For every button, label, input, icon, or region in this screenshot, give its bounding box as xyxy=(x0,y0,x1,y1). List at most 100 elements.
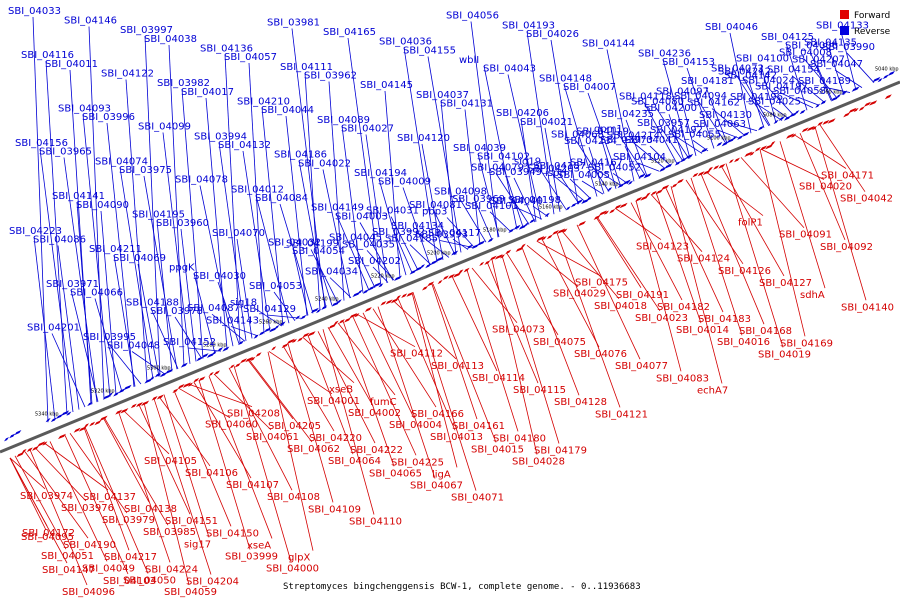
forward-connector xyxy=(759,149,806,337)
reverse-gene-label: SBI_04153 xyxy=(662,57,715,68)
forward-connector xyxy=(362,312,415,419)
reverse-connector xyxy=(168,44,185,367)
reverse-gene-arrow xyxy=(565,206,571,211)
forward-gene-arrow xyxy=(650,190,657,196)
reverse-gene-arrow xyxy=(238,340,244,346)
forward-connector xyxy=(471,267,518,323)
reverse-gene-arrow xyxy=(721,141,729,147)
forward-gene-arrow xyxy=(728,159,734,164)
forward-connector xyxy=(655,192,702,324)
forward-gene-arrow xyxy=(198,376,206,382)
reverse-gene-label: SBI_04165 xyxy=(323,27,376,38)
reverse-gene-arrow xyxy=(872,76,881,83)
reverse-connector xyxy=(366,250,395,281)
reverse-connector xyxy=(156,220,173,372)
reverse-gene-arrow xyxy=(373,282,382,288)
reverse-gene-label: SBI_04045 xyxy=(329,233,382,244)
forward-gene-arrow xyxy=(884,94,892,100)
forward-connector xyxy=(431,284,478,420)
forward-connector xyxy=(188,383,253,408)
reverse-connector xyxy=(100,210,117,395)
reverse-gene-arrow xyxy=(617,183,625,189)
reverse-connector xyxy=(446,217,475,248)
forward-gene-arrow xyxy=(692,172,699,178)
reverse-gene-arrow xyxy=(300,314,307,320)
reverse-gene-arrow xyxy=(425,263,432,269)
reverse-gene-label: SBI_04202 xyxy=(348,256,401,267)
forward-connector xyxy=(506,253,559,336)
reverse-gene-label: SBI_04099 xyxy=(138,122,191,133)
forward-connector xyxy=(213,373,272,431)
reverse-gene-label: SBI_04080 xyxy=(631,97,684,108)
reverse-connector xyxy=(39,148,74,413)
reverse-gene-label: SBI_04142 xyxy=(724,70,777,81)
forward-gene-arrow xyxy=(78,426,87,432)
forward-connector xyxy=(432,283,497,443)
forward-gene-arrow xyxy=(16,451,25,458)
reverse-connector xyxy=(625,119,648,177)
reverse-gene-arrow xyxy=(378,283,384,288)
reverse-gene-label: SBI_04212 xyxy=(718,67,771,78)
reverse-gene-label: SBI_04081 xyxy=(409,200,462,211)
reverse-gene-label: SBI_03990 xyxy=(822,42,875,53)
forward-gene-arrow xyxy=(99,415,108,422)
reverse-connector xyxy=(661,128,684,162)
kbp-tick-label: 5280 kbp xyxy=(203,343,227,349)
reverse-connector xyxy=(76,201,93,405)
reverse-gene-label: SBI_04025 xyxy=(748,96,801,107)
reverse-gene-label: SBI_04136 xyxy=(200,44,253,55)
reverse-gene-arrow xyxy=(201,353,209,359)
reverse-gene-arrow xyxy=(758,125,764,131)
forward-connector xyxy=(138,404,191,515)
reverse-gene-label: SBI_03978 xyxy=(150,306,203,317)
forward-gene-arrow xyxy=(177,383,185,389)
forward-gene-label: SBI_04166 xyxy=(411,409,464,420)
forward-connector xyxy=(352,316,417,456)
forward-gene-label: SBI_03976 xyxy=(61,503,114,514)
reverse-gene-label: SBI_04005 xyxy=(557,170,610,181)
forward-gene-label: SBI_04114 xyxy=(472,373,525,384)
reverse-gene-label: SBI_04097 xyxy=(656,86,709,97)
kbp-tick-label: 5300 kbp xyxy=(147,366,171,372)
reverse-gene-arrow xyxy=(513,224,521,230)
forward-gene-arrow xyxy=(702,169,711,176)
reverse-gene-label: SBI_04194 xyxy=(354,168,407,179)
forward-connector xyxy=(268,351,333,395)
reverse-gene-arrow xyxy=(477,240,486,246)
reverse-gene-label: SBI_04154 xyxy=(767,65,820,76)
reverse-gene-label: SBI_04063 xyxy=(693,119,746,130)
reverse-gene-label: SBI_04214 xyxy=(607,130,660,141)
reverse-gene-arrow xyxy=(149,376,155,381)
forward-connector xyxy=(596,216,661,312)
reverse-gene-label: SBI_04056 xyxy=(446,11,499,22)
reverse-gene-arrow xyxy=(154,372,161,378)
forward-gene-label: SBI_04096 xyxy=(62,587,115,598)
reverse-gene-arrow xyxy=(118,388,126,394)
reverse-gene-label: SBI_04185 xyxy=(385,234,438,245)
reverse-connector xyxy=(33,236,56,420)
forward-gene-arrow xyxy=(806,125,815,132)
reverse-connector xyxy=(618,134,647,177)
forward-connector xyxy=(267,351,314,551)
reverse-gene-label: SBI_04132 xyxy=(218,140,271,151)
forward-gene-label: ligA xyxy=(432,469,451,480)
forward-gene-arrow xyxy=(89,421,96,427)
reverse-gene-arrow xyxy=(576,199,583,205)
forward-gene-arrow xyxy=(437,279,443,285)
reverse-gene-label: SBI_04093 xyxy=(58,104,111,115)
reverse-connector xyxy=(803,58,838,99)
figure-caption: Streptomyces bingchenggensis BCW-1, comp… xyxy=(283,582,641,592)
reverse-gene-label: SBI_04143 xyxy=(206,316,259,327)
reverse-gene-arrow xyxy=(529,218,536,224)
forward-gene-arrow xyxy=(869,100,878,106)
reverse-gene-label: SBI_04057 xyxy=(224,52,277,63)
reverse-gene-label: SBI_04155 xyxy=(403,46,456,57)
reverse-gene-arrow xyxy=(664,163,673,169)
forward-gene-arrow xyxy=(172,388,179,394)
reverse-connector xyxy=(686,67,715,149)
forward-gene-label: SBI_04065 xyxy=(369,468,422,479)
forward-gene-arrow xyxy=(427,281,435,287)
forward-connector xyxy=(327,326,374,407)
reverse-connector xyxy=(119,167,154,380)
kbp-tick-label: 5080 kbp xyxy=(763,112,787,118)
